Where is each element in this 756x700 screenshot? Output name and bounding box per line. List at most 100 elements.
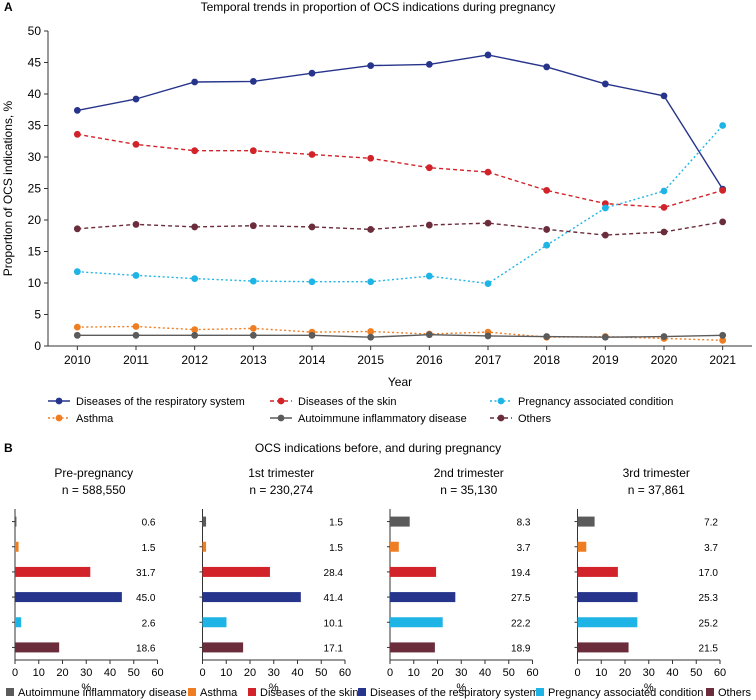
data-point-others xyxy=(543,226,551,233)
x-tick-label: 2012 xyxy=(181,353,208,367)
data-point-respiratory xyxy=(660,92,668,100)
data-point-respiratory xyxy=(601,80,609,88)
bar-value-label: 25.2 xyxy=(699,618,719,629)
bar-autoimmune xyxy=(15,516,17,527)
bar-pregnancy xyxy=(577,617,638,628)
bar-others xyxy=(15,642,60,653)
bar-panel-title: Pre-pregnancy xyxy=(54,466,133,480)
y-tick-label: 0 xyxy=(34,339,41,353)
bar-asthma xyxy=(202,541,207,552)
data-point-autoimmune xyxy=(191,331,199,339)
bar-x-tick-label: 10 xyxy=(220,667,232,679)
legend-item-autoimmune: Autoimmune inflammatory disease xyxy=(270,413,467,425)
series-line-respiratory xyxy=(77,54,724,190)
bar-x-tick-label: 10 xyxy=(408,667,420,679)
bar-legend-label-asthma: Asthma xyxy=(200,687,238,699)
data-point-others xyxy=(308,223,316,231)
bar-chart-title: OCS indications before, and during pregn… xyxy=(255,441,501,455)
data-point-skin xyxy=(191,147,199,155)
data-point-asthma xyxy=(249,324,257,332)
bar-value-label: 31.7 xyxy=(136,568,156,579)
data-point-skin xyxy=(367,154,375,162)
series-line-others xyxy=(77,221,723,236)
bar-value-label: 17.0 xyxy=(699,568,719,579)
bar-legend-swatch-respiratory xyxy=(358,688,366,696)
bar-value-label: 28.4 xyxy=(324,568,344,579)
bar-skin xyxy=(577,566,618,577)
legend-label-autoimmune: Autoimmune inflammatory disease xyxy=(298,413,467,425)
legend-label-asthma: Asthma xyxy=(76,413,114,425)
bar-pregnancy xyxy=(390,617,443,628)
x-tick-label: 2016 xyxy=(416,353,443,367)
bar-value-label: 22.2 xyxy=(511,618,531,629)
bar-value-label: 1.5 xyxy=(142,543,156,554)
data-point-skin xyxy=(543,186,551,194)
bar-value-label: 10.1 xyxy=(324,618,344,629)
bar-skin xyxy=(202,566,270,577)
data-point-respiratory xyxy=(73,106,81,114)
bar-legend-swatch-asthma xyxy=(188,688,196,696)
x-tick-label: 2021 xyxy=(709,353,736,367)
data-point-pregnancy xyxy=(191,275,199,282)
x-axis-title: Year xyxy=(388,375,412,389)
legend-item-pregnancy: Pregnancy associated condition xyxy=(490,396,673,408)
data-point-asthma xyxy=(191,326,199,334)
data-point-respiratory xyxy=(543,63,551,71)
x-tick-label: 2011 xyxy=(123,353,149,367)
bar-x-tick-label: 20 xyxy=(619,667,631,679)
data-point-others xyxy=(132,221,140,228)
data-point-others xyxy=(191,223,199,231)
y-axis-title: Proportion of OCS indications, % xyxy=(1,100,15,276)
bar-x-tick-label: 30 xyxy=(268,667,280,679)
series-line-autoimmune xyxy=(77,333,723,338)
bar-x-axis-title: % xyxy=(81,682,91,694)
data-point-autoimmune xyxy=(425,331,433,339)
bar-legend-swatch-pregnancy xyxy=(536,688,544,696)
legend-marker-autoimmune xyxy=(277,414,285,422)
bar-value-label: 3.7 xyxy=(704,543,718,554)
legend-item-others: Others xyxy=(490,413,552,425)
line-chart-title: Temporal trends in proportion of OCS ind… xyxy=(201,0,556,14)
bar-value-label: 19.4 xyxy=(511,568,531,579)
bar-panel-title: 3rd trimester xyxy=(623,466,690,480)
bar-x-tick-label: 20 xyxy=(56,667,68,679)
bar-value-label: 1.5 xyxy=(329,518,343,529)
legend-label-respiratory: Diseases of the respiratory system xyxy=(76,396,245,408)
bar-legend-swatch-skin xyxy=(248,688,256,696)
bar-others xyxy=(577,642,629,653)
data-point-pregnancy xyxy=(601,204,609,212)
y-tick-label: 45 xyxy=(28,56,42,70)
data-point-autoimmune xyxy=(601,333,609,341)
bar-value-label: 21.5 xyxy=(699,643,719,654)
bar-x-axis-title: % xyxy=(456,682,466,694)
x-tick-label: 2013 xyxy=(240,353,267,367)
line-chart-legend: Diseases of the respiratory system Diseas… xyxy=(48,396,673,425)
legend-label-pregnancy: Pregnancy associated condition xyxy=(518,396,673,408)
bar-charts: Pre-pregnancy n = 588,550 0 10 20 30 40 50 60% 0.… xyxy=(12,466,726,694)
bar-respiratory xyxy=(390,592,456,603)
bar-x-tick-label: 20 xyxy=(244,667,256,679)
data-point-asthma xyxy=(719,336,727,344)
bar-x-tick-label: 0 xyxy=(12,667,18,679)
x-tick-label: 2015 xyxy=(357,353,384,367)
bar-x-tick-label: 50 xyxy=(315,667,327,679)
bar-x-tick-label: 10 xyxy=(595,667,607,679)
panel-a-letter: A xyxy=(4,0,13,14)
bar-legend-item-autoimmune: Autoimmune inflammatory disease xyxy=(6,687,187,699)
x-tick-label: 2014 xyxy=(299,353,326,367)
data-point-pregnancy xyxy=(425,272,433,280)
data-point-autoimmune xyxy=(367,333,375,341)
data-point-pregnancy xyxy=(308,278,316,286)
bar-x-tick-label: 40 xyxy=(291,667,303,679)
bar-panel-n: n = 588,550 xyxy=(62,483,126,497)
bar-x-tick-label: 50 xyxy=(128,667,140,679)
bar-value-label: 7.2 xyxy=(704,518,718,529)
bar-x-tick-label: 30 xyxy=(80,667,92,679)
data-point-pregnancy xyxy=(660,187,668,195)
bar-respiratory xyxy=(15,592,122,603)
data-point-autoimmune xyxy=(249,331,257,339)
bar-panel-n: n = 37,861 xyxy=(628,483,685,497)
data-point-skin xyxy=(425,164,433,172)
data-point-others xyxy=(660,228,668,236)
bar-value-label: 41.4 xyxy=(324,593,344,604)
